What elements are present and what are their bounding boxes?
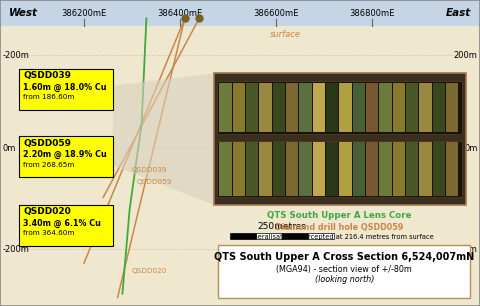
Bar <box>286 142 298 196</box>
Text: QSDD059: QSDD059 <box>137 179 172 185</box>
Text: 250metres: 250metres <box>258 222 306 231</box>
Text: QSDD039: QSDD039 <box>132 167 168 173</box>
Bar <box>420 83 432 132</box>
Bar <box>432 142 445 196</box>
Bar <box>366 83 378 132</box>
Text: surface: surface <box>270 30 301 39</box>
Polygon shape <box>113 73 214 205</box>
Bar <box>214 73 466 205</box>
Text: Mineralisation intercepted at 216.4 metres from surface: Mineralisation intercepted at 216.4 metr… <box>246 234 433 241</box>
Bar <box>273 142 285 196</box>
Bar <box>19 69 113 110</box>
Text: 386200mE: 386200mE <box>61 9 107 18</box>
Text: 386800mE: 386800mE <box>349 9 395 18</box>
Text: 1.60m @ 18.0% Cu: 1.60m @ 18.0% Cu <box>23 83 107 92</box>
Bar <box>420 142 432 196</box>
Bar <box>219 83 232 132</box>
Text: Diamond drill hole QSDD059: Diamond drill hole QSDD059 <box>276 223 404 232</box>
Bar <box>379 83 392 132</box>
Text: -200m: -200m <box>2 50 29 60</box>
Bar <box>432 83 445 132</box>
Bar <box>366 142 378 196</box>
Bar <box>446 142 458 196</box>
Text: 2.20m @ 18.9% Cu: 2.20m @ 18.9% Cu <box>23 150 107 159</box>
Bar <box>0 0 480 26</box>
Text: from 364.60m: from 364.60m <box>23 230 74 237</box>
Text: -200m: -200m <box>451 245 478 254</box>
Text: (MGA94) - section view of +/-80m: (MGA94) - section view of +/-80m <box>276 265 412 274</box>
Bar <box>339 142 352 196</box>
Text: QSDD020: QSDD020 <box>132 268 168 274</box>
Text: QSDD039: QSDD039 <box>23 71 71 80</box>
Text: East: East <box>446 9 471 18</box>
Bar <box>246 142 258 196</box>
Text: QTS South Upper A Cross Section 6,524,007mN: QTS South Upper A Cross Section 6,524,00… <box>214 252 475 262</box>
Bar <box>446 83 458 132</box>
Bar <box>246 83 258 132</box>
Bar <box>219 142 232 196</box>
Text: 386400mE: 386400mE <box>157 9 203 18</box>
Text: 3.40m @ 6.1% Cu: 3.40m @ 6.1% Cu <box>23 219 101 228</box>
Bar <box>312 83 325 132</box>
Bar <box>259 83 272 132</box>
Bar <box>233 83 245 132</box>
Text: QTS South Upper A Lens Core: QTS South Upper A Lens Core <box>267 211 412 219</box>
Bar <box>393 142 405 196</box>
Bar <box>273 83 285 132</box>
Bar <box>300 83 312 132</box>
Bar <box>312 142 325 196</box>
Text: 386600mE: 386600mE <box>253 9 299 18</box>
Text: from 268.65m: from 268.65m <box>23 162 74 168</box>
Bar <box>326 83 338 132</box>
Text: QSDD020: QSDD020 <box>23 207 71 216</box>
Bar <box>339 83 352 132</box>
Text: (looking north): (looking north) <box>315 275 374 284</box>
Text: 0m: 0m <box>2 144 16 153</box>
Text: QSDD059: QSDD059 <box>23 139 71 147</box>
Bar <box>406 83 418 132</box>
Text: 0m: 0m <box>464 144 478 153</box>
Bar <box>218 245 470 298</box>
Bar <box>19 205 113 246</box>
Bar <box>256 233 282 239</box>
Bar <box>300 142 312 196</box>
Text: West: West <box>9 9 37 18</box>
Bar <box>217 140 462 197</box>
Text: from 186.60m: from 186.60m <box>23 94 74 100</box>
Text: 200m: 200m <box>454 50 478 60</box>
Bar <box>259 142 272 196</box>
Bar <box>379 142 392 196</box>
Bar <box>286 83 298 132</box>
Bar <box>406 142 418 196</box>
Bar <box>282 233 308 239</box>
Bar <box>353 83 365 132</box>
Bar <box>230 233 256 239</box>
Bar <box>217 81 462 134</box>
Text: -200m: -200m <box>2 245 29 254</box>
Bar <box>393 83 405 132</box>
Bar <box>326 142 338 196</box>
Bar <box>19 136 113 177</box>
Bar <box>233 142 245 196</box>
Bar <box>353 142 365 196</box>
Bar <box>308 233 334 239</box>
